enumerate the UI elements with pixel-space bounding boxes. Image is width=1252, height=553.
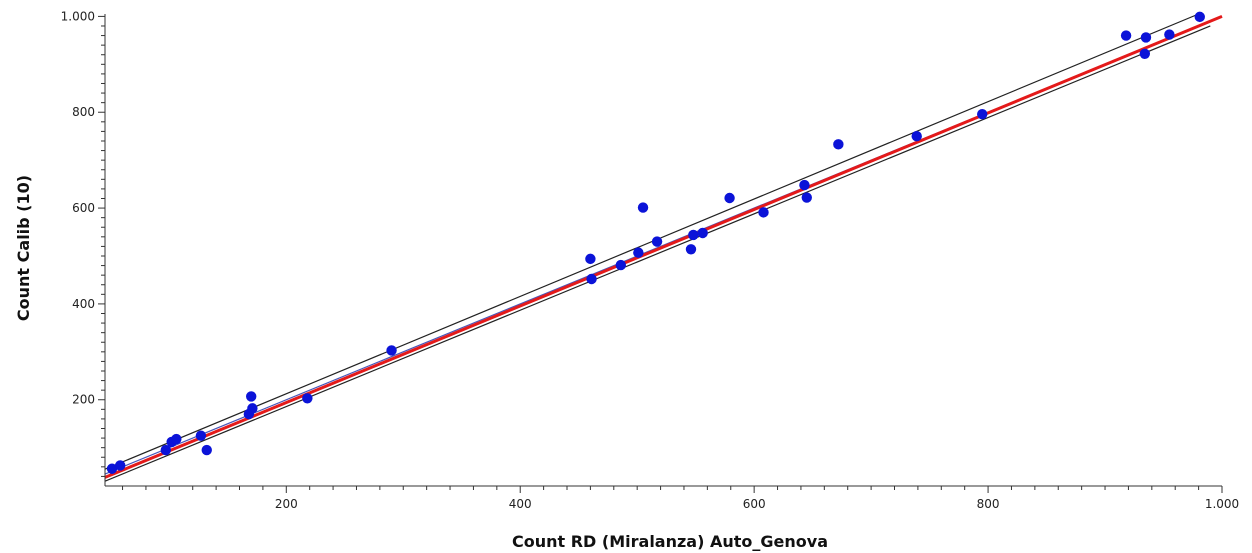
data-point bbox=[688, 229, 699, 241]
data-point bbox=[106, 463, 118, 474]
ci-upper-line bbox=[104, 13, 1199, 470]
data-point bbox=[801, 192, 812, 203]
data-point bbox=[637, 202, 649, 213]
data-point bbox=[1140, 32, 1152, 43]
y-tick-label: 1.000 bbox=[61, 9, 95, 23]
data-point bbox=[1194, 11, 1205, 23]
x-tick-label: 600 bbox=[743, 497, 766, 511]
data-point bbox=[685, 244, 697, 255]
data-point bbox=[724, 192, 735, 204]
data-point bbox=[386, 345, 397, 356]
x-axis-title: Count RD (Miralanza) Auto_Genova bbox=[512, 532, 828, 551]
data-point bbox=[195, 430, 207, 441]
regression-lines bbox=[104, 13, 1223, 482]
data-point bbox=[758, 207, 769, 218]
y-axis-title: Count Calib (10) bbox=[14, 175, 33, 321]
data-point bbox=[201, 444, 212, 456]
data-point bbox=[615, 259, 627, 271]
y-tick-label: 400 bbox=[72, 297, 95, 311]
data-point bbox=[115, 460, 126, 471]
fit-line bbox=[104, 15, 1223, 479]
data-point bbox=[1139, 48, 1151, 59]
x-tick-label: 800 bbox=[977, 497, 1000, 511]
y-tick-label: 200 bbox=[72, 393, 95, 407]
y-tick-label: 800 bbox=[72, 105, 95, 119]
data-point bbox=[651, 236, 663, 247]
data-point bbox=[586, 273, 597, 285]
data-point bbox=[911, 130, 922, 142]
data-point bbox=[977, 108, 988, 120]
data-point bbox=[302, 393, 313, 404]
x-tick-label: 1.000 bbox=[1205, 497, 1239, 511]
x-tick-label: 400 bbox=[509, 497, 532, 511]
ci-lower-line bbox=[104, 25, 1211, 482]
data-point bbox=[246, 391, 257, 402]
data-point bbox=[833, 139, 844, 150]
data-point bbox=[171, 433, 182, 445]
data-point bbox=[633, 247, 644, 258]
data-point bbox=[799, 179, 810, 191]
data-point bbox=[585, 253, 596, 265]
y-tick-label: 600 bbox=[72, 201, 95, 215]
x-tick-label: 200 bbox=[275, 497, 298, 511]
data-point bbox=[1120, 30, 1132, 41]
data-point bbox=[247, 403, 258, 414]
data-point bbox=[1164, 29, 1175, 40]
data-point bbox=[160, 444, 172, 456]
data-point bbox=[697, 227, 708, 239]
data-points bbox=[106, 11, 1205, 474]
axes: 200 400 600 800 1.000 200 400 600 800 1.000 bbox=[61, 9, 1240, 511]
